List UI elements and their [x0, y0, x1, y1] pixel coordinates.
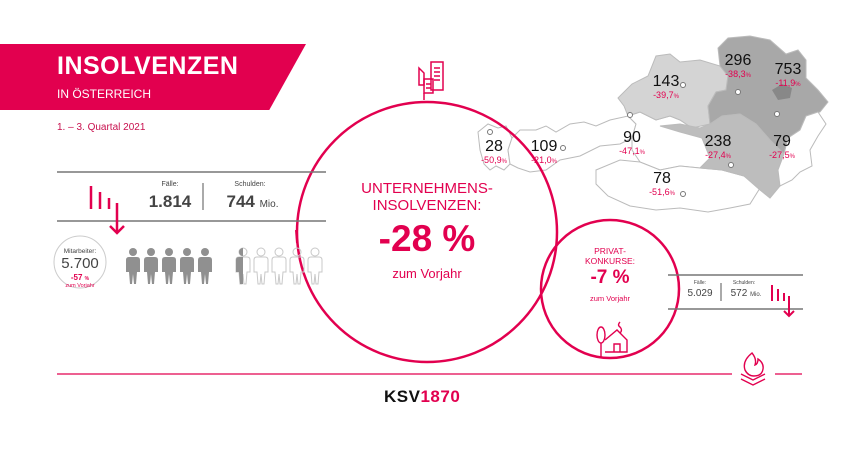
private-cases-label: Fälle: [693, 280, 707, 286]
company-change: -28 % [378, 218, 476, 259]
private-debt-value: 572 Mio. [730, 288, 762, 299]
people-empty-icons [253, 247, 323, 285]
ksv-logo: KSV1870 [384, 387, 461, 406]
page-subtitle: IN ÖSTERREICH [57, 87, 152, 101]
austria-map [477, 35, 829, 213]
declining-bars-icon-small [771, 285, 795, 318]
region-label-wien: 753 -11,9% [774, 61, 802, 89]
private-heading: PRIVAT- KONKURSE: [584, 246, 636, 266]
declining-bars-icon [89, 186, 125, 235]
header-banner [0, 44, 306, 110]
region-label-niederoesterreich: 296 -38,3% [724, 52, 752, 80]
region-label-salzburg: 90 -47,1% [619, 129, 645, 157]
page-title: INSOLVENZEN [57, 52, 239, 80]
region-wien [772, 84, 792, 100]
capital-marker-graz [728, 162, 734, 168]
private-cases-value: 5.029 [687, 288, 713, 299]
capital-marker-salzburg [627, 112, 633, 118]
fire-icon [740, 352, 766, 386]
employees-badge-circle [53, 235, 107, 289]
region-label-kaernten: 78 -51,6% [649, 170, 675, 198]
employees-change: -57 % [70, 273, 90, 282]
region-label-vorarlberg: 28 -50,9% [481, 138, 507, 166]
company-cases-value: 1.814 [148, 192, 192, 211]
people-full-icons [126, 248, 212, 284]
private-debt-label: Schulden: [732, 280, 756, 286]
region-label-burgenland: 79 -27,5% [769, 133, 795, 161]
private-circle [539, 218, 681, 360]
private-compare: zum Vorjahr [589, 294, 631, 303]
employees-label: Mitarbeiter: [63, 248, 97, 255]
capital-marker-bregenz [487, 129, 493, 135]
capital-marker-klagenfurt [680, 191, 686, 197]
employees-value: 5.700 [61, 255, 99, 272]
period-label: 1. – 3. Quartal 2021 [57, 122, 146, 133]
person-half-icon [235, 247, 251, 285]
company-debt-value: 744 Mio. [226, 192, 279, 211]
office-buildings-icon [418, 61, 444, 100]
region-label-steiermark: 238 -27,4% [704, 133, 732, 161]
region-label-tirol: 109 -21,0% [530, 138, 558, 166]
company-cases-label: Fälle: [161, 181, 179, 188]
region-kaernten [595, 159, 761, 213]
decorative-tick [295, 229, 298, 244]
private-change: -7 % [590, 267, 630, 288]
region-label-oberoesterreich: 143 -39,7% [652, 73, 680, 101]
region-burgenland [777, 111, 827, 187]
capital-marker-linz [680, 82, 686, 88]
capital-marker-innsbruck [560, 145, 566, 151]
capital-marker-st-poelten [735, 89, 741, 95]
company-compare: zum Vorjahr [392, 266, 462, 281]
company-debt-label: Schulden: [234, 181, 266, 188]
company-heading: UNTERNEHMENS- INSOLVENZEN: [361, 180, 493, 214]
capital-marker-eisenstadt [774, 111, 780, 117]
employees-compare: zum Vorjahr [65, 283, 95, 289]
house-tree-icon [596, 321, 628, 358]
